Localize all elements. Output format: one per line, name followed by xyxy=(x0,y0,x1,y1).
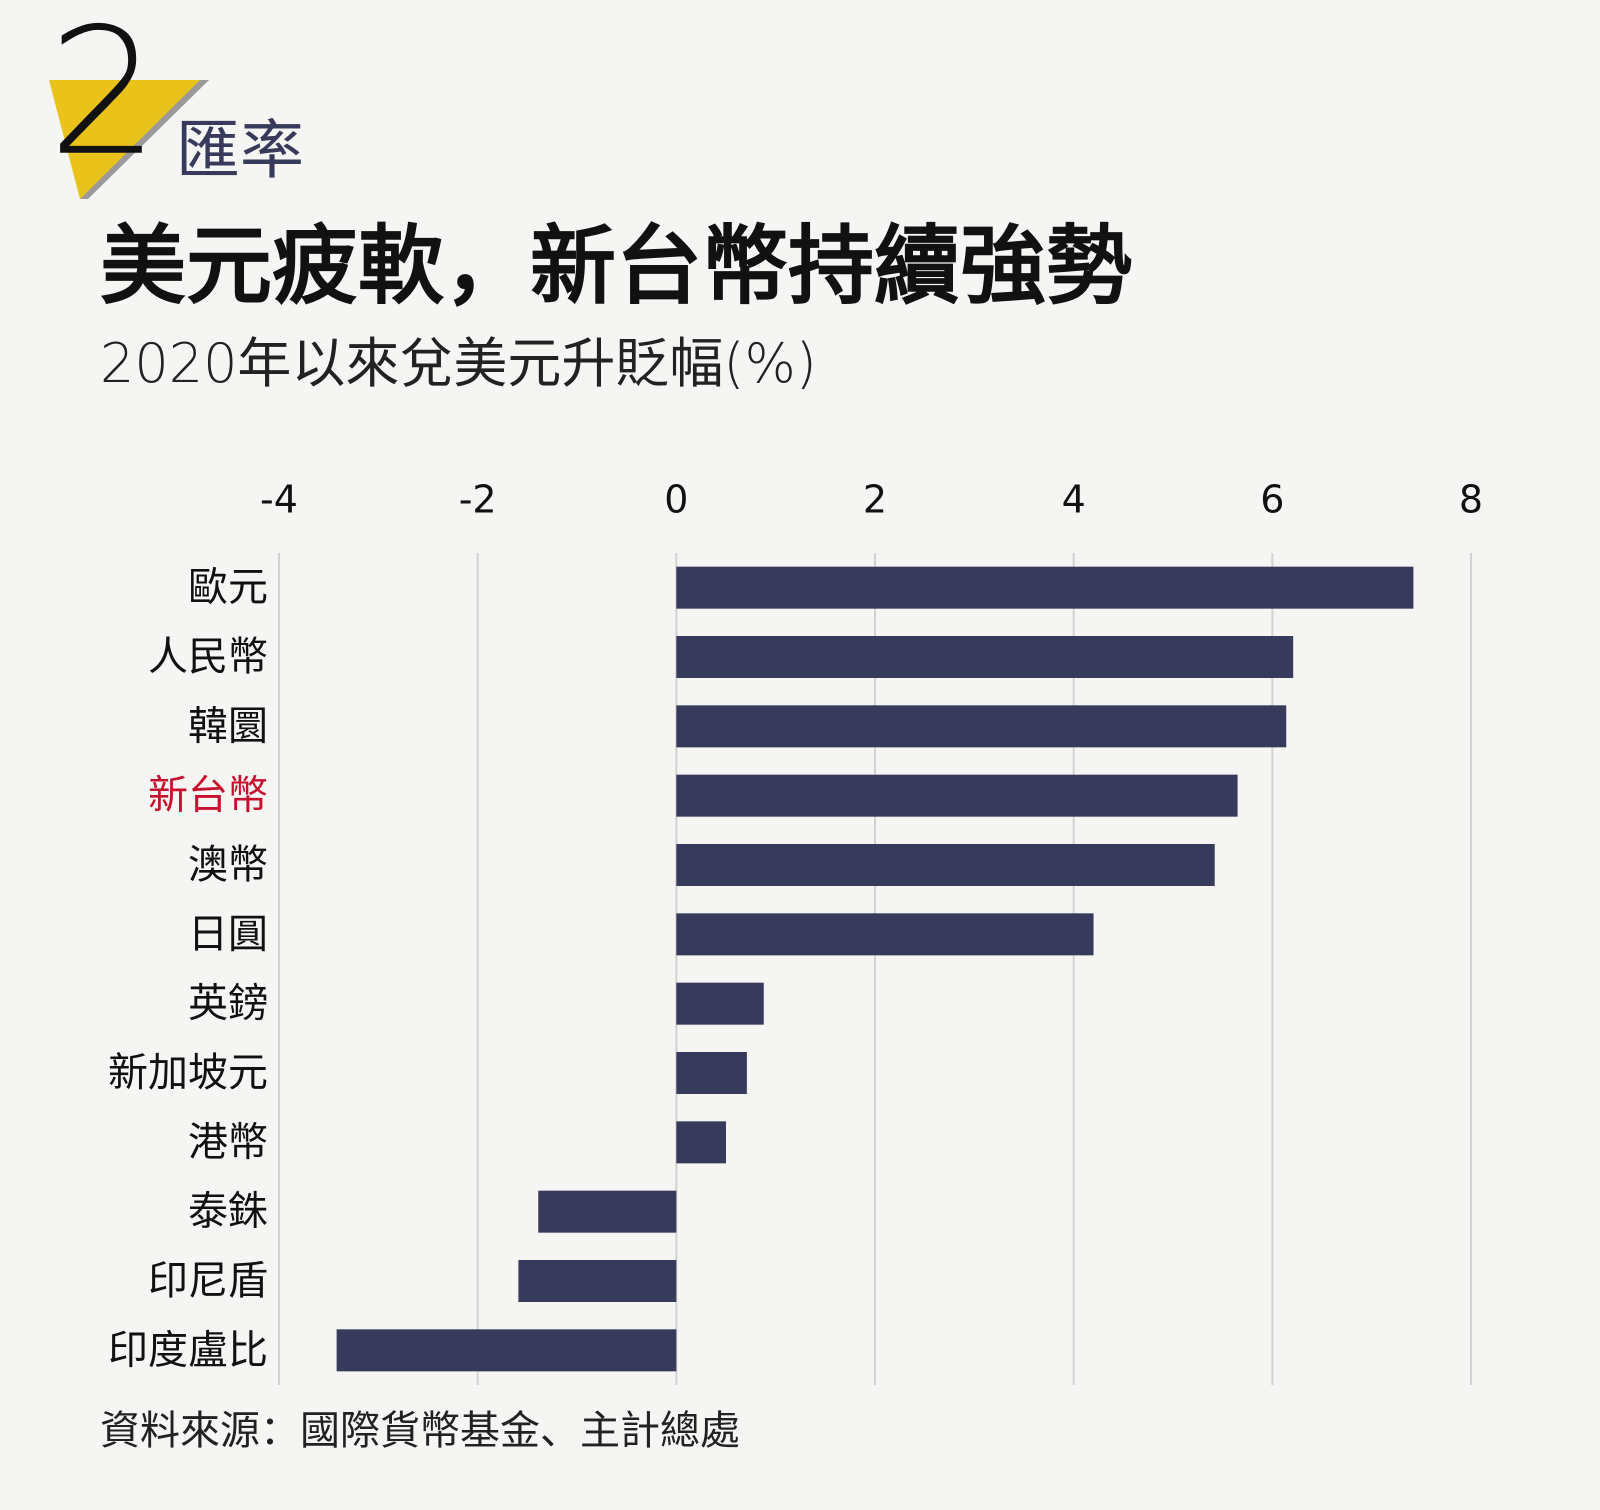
y-tick-label: 歐元 xyxy=(188,565,268,611)
chart-title: 美元疲軟，新台幣持續強勢 xyxy=(100,216,1132,316)
y-tick-label: 日圓 xyxy=(188,911,268,957)
badge-triangle xyxy=(49,80,209,199)
x-tick-label: -2 xyxy=(459,478,497,522)
bar xyxy=(676,1052,747,1094)
y-tick-label: 人民幣 xyxy=(148,634,268,680)
chart-subtitle: 2020年以來兌美元升貶幅(%) xyxy=(100,332,817,395)
bar xyxy=(676,844,1215,886)
y-tick-label: 新加坡元 xyxy=(108,1050,268,1096)
x-tick-label: 0 xyxy=(664,478,688,522)
section-title: 匯率 xyxy=(176,115,304,189)
bar xyxy=(676,636,1294,678)
source-note: 資料來源：國際貨幣基金、主計總處 xyxy=(100,1408,740,1454)
x-tick-label: 4 xyxy=(1062,478,1086,522)
y-tick-label: 泰銖 xyxy=(188,1189,268,1235)
bar xyxy=(336,1329,677,1372)
bar xyxy=(518,1260,677,1302)
y-tick-label: 新台幣 xyxy=(148,773,268,819)
y-tick-label: 印尼盾 xyxy=(148,1258,268,1304)
y-tick-label: 澳幣 xyxy=(188,842,268,888)
bar xyxy=(676,913,1094,956)
bar xyxy=(676,566,1414,609)
y-tick-label: 港幣 xyxy=(188,1119,268,1165)
bar xyxy=(538,1190,677,1233)
x-tick-label: -4 xyxy=(260,478,298,522)
y-tick-label: 印度盧比 xyxy=(108,1327,268,1373)
bar xyxy=(676,982,764,1025)
x-tick-label: 2 xyxy=(863,478,887,522)
bar xyxy=(676,1121,726,1164)
badge-stripe xyxy=(80,80,209,199)
section-number: 2 xyxy=(48,0,159,195)
y-tick-label: 韓圜 xyxy=(188,703,268,749)
bar xyxy=(676,774,1238,817)
x-tick-label: 8 xyxy=(1459,478,1483,522)
y-tick-label: 英鎊 xyxy=(188,981,268,1027)
x-tick-label: 6 xyxy=(1260,478,1284,522)
bar xyxy=(676,705,1287,748)
